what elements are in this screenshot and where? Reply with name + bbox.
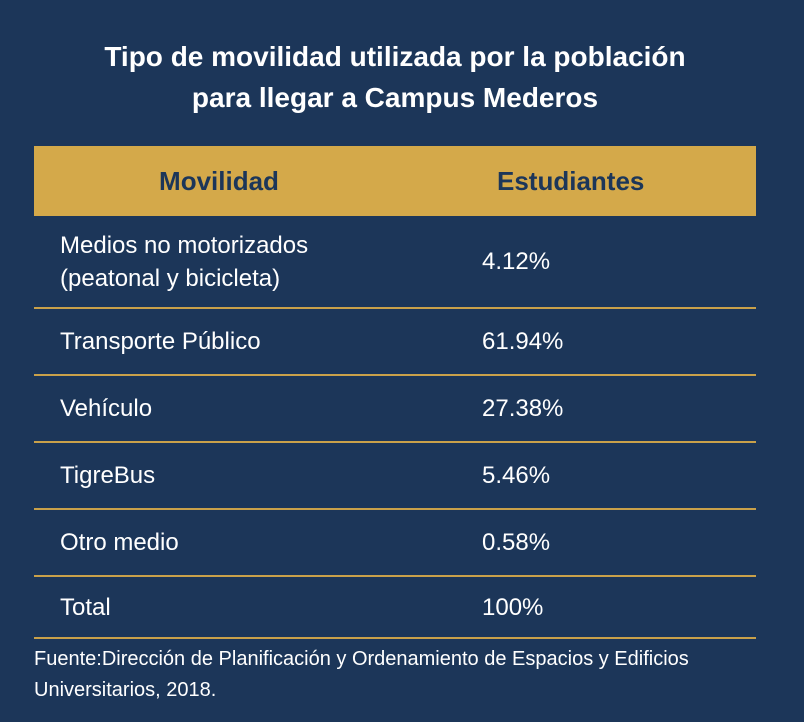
table-row: Transporte Público 61.94% bbox=[34, 309, 756, 376]
table-row-total: Total 100% bbox=[34, 577, 756, 639]
row-label: Total bbox=[60, 593, 111, 621]
table-header: Movilidad Estudiantes bbox=[34, 146, 756, 216]
row-label: Medios no motorizados (peatonal y bicicl… bbox=[34, 229, 454, 295]
row-value: 0.58% bbox=[482, 529, 551, 556]
source-note: Fuente:Dirección de Planificación y Orde… bbox=[34, 644, 784, 706]
row-label-line-1: Medios no motorizados bbox=[60, 231, 309, 259]
mobility-table: Movilidad Estudiantes Medios no motoriza… bbox=[34, 146, 756, 639]
row-label: TigreBus bbox=[60, 462, 156, 489]
row-label: Transporte Público bbox=[60, 328, 261, 355]
source-line-2: Universitarios, 2018. bbox=[34, 679, 217, 701]
column-header-estudiantes: Estudiantes bbox=[497, 165, 645, 196]
table-row: Medios no motorizados (peatonal y bicicl… bbox=[34, 216, 756, 309]
table-row: Otro medio 0.58% bbox=[34, 510, 756, 577]
row-value: 61.94% bbox=[482, 328, 564, 355]
row-value: 5.46% bbox=[482, 462, 551, 489]
row-label: Otro medio bbox=[60, 529, 179, 556]
title-line-2: para llegar a Campus Mederos bbox=[191, 82, 599, 113]
column-header-movilidad: Movilidad bbox=[159, 165, 279, 196]
row-value: 100% bbox=[482, 593, 544, 621]
source-line-1: Fuente:Dirección de Planificación y Orde… bbox=[34, 648, 689, 670]
row-label: Vehículo bbox=[60, 395, 153, 422]
row-label-line-2: (peatonal y bicicleta) bbox=[60, 264, 281, 292]
table-row: TigreBus 5.46% bbox=[34, 443, 756, 510]
table-row: Vehículo 27.38% bbox=[34, 376, 756, 443]
title-line-1: Tipo de movilidad utilizada por la pobla… bbox=[104, 41, 686, 72]
row-value: 27.38% bbox=[482, 395, 564, 422]
chart-title: Tipo de movilidad utilizada por la pobla… bbox=[0, 36, 790, 118]
row-value: 4.12% bbox=[482, 248, 551, 275]
